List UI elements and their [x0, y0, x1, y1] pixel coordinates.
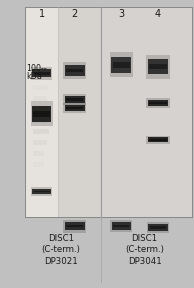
Bar	[149, 102, 167, 104]
Bar	[110, 220, 132, 232]
Bar	[63, 220, 86, 232]
Bar	[32, 106, 51, 122]
Bar	[66, 225, 83, 228]
Bar	[33, 111, 50, 117]
Text: 3: 3	[118, 10, 124, 19]
Bar	[148, 100, 168, 106]
Bar	[64, 222, 85, 230]
Bar	[149, 139, 167, 141]
Text: 100--: 100--	[26, 64, 47, 73]
Bar	[33, 151, 45, 156]
Bar	[148, 137, 168, 142]
Bar	[32, 189, 51, 194]
Bar	[149, 64, 167, 69]
Bar	[101, 7, 192, 217]
Bar	[33, 96, 47, 101]
Bar	[146, 98, 170, 108]
Bar	[146, 55, 170, 79]
Bar	[64, 105, 85, 111]
Bar	[33, 140, 50, 145]
Text: 4: 4	[155, 10, 161, 19]
Text: 2: 2	[72, 10, 78, 19]
Bar	[148, 59, 168, 74]
Bar	[31, 67, 52, 80]
Bar	[33, 118, 50, 123]
Bar	[33, 85, 46, 90]
Bar	[25, 7, 101, 217]
Bar	[25, 7, 58, 217]
Bar	[66, 107, 83, 109]
Bar	[63, 62, 86, 79]
Bar	[113, 62, 130, 68]
Bar	[58, 7, 101, 217]
Bar	[66, 98, 83, 101]
Text: DISC1
(C-term.)
DP3021: DISC1 (C-term.) DP3021	[42, 234, 81, 266]
Bar	[147, 222, 169, 233]
Bar	[112, 222, 131, 230]
Bar	[146, 136, 170, 144]
Bar	[64, 65, 85, 76]
Bar	[31, 101, 53, 126]
Bar	[150, 226, 166, 229]
Bar	[148, 224, 168, 231]
Text: 1: 1	[39, 10, 45, 19]
Bar	[31, 187, 52, 196]
Bar	[113, 225, 130, 227]
Text: DISC1
(C-term.)
DP3041: DISC1 (C-term.) DP3041	[125, 234, 164, 266]
Bar	[63, 103, 86, 113]
Bar	[64, 96, 85, 103]
Bar	[32, 69, 51, 77]
Bar	[34, 191, 49, 192]
Bar	[33, 162, 49, 167]
Bar	[33, 129, 44, 134]
Bar	[110, 52, 133, 77]
Bar	[111, 57, 132, 73]
Bar	[63, 94, 86, 105]
Text: kDa: kDa	[26, 72, 42, 82]
Bar	[33, 107, 46, 112]
Bar	[34, 72, 49, 75]
Bar	[66, 69, 83, 73]
